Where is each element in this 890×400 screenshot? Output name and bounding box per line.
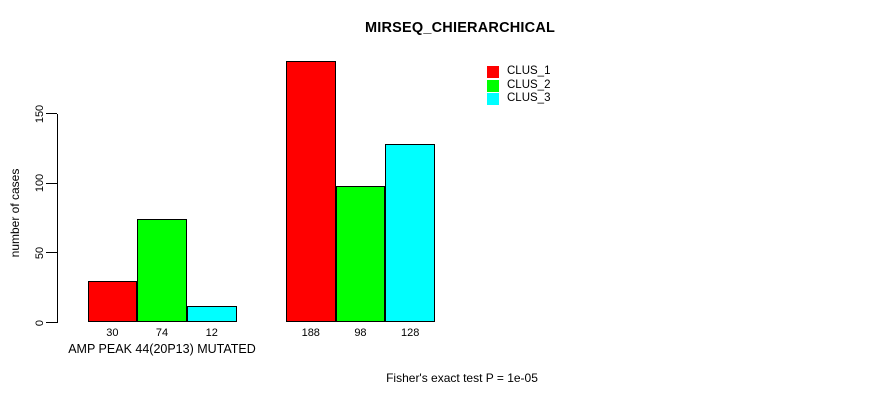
y-tick-label: 0 xyxy=(34,319,46,326)
legend-swatch-clus_2 xyxy=(487,79,499,92)
bar-value-label: 12 xyxy=(205,327,218,339)
bar-clus_2-group2 xyxy=(335,185,386,323)
y-tick-label: 150 xyxy=(34,104,46,123)
y-axis-label: number of cases xyxy=(8,168,22,258)
y-axis-line xyxy=(57,113,59,323)
x-axis-label: AMP PEAK 44(20P13) MUTATED xyxy=(68,342,256,356)
legend-label-clus_3: CLUS_3 xyxy=(507,92,551,105)
bar-clus_1-group1 xyxy=(87,280,138,323)
legend-swatch-clus_1 xyxy=(487,66,499,78)
bar-value-label: 74 xyxy=(155,327,169,339)
bar-clus_2-group1 xyxy=(137,219,187,323)
bar-clus_1-group2 xyxy=(285,60,336,323)
legend-label-clus_1: CLUS_1 xyxy=(507,65,551,77)
bar-value-label: 98 xyxy=(354,327,367,339)
annotation-text: Fisher's exact test P = 1e-05 xyxy=(386,371,538,385)
y-axis-tick xyxy=(46,112,57,115)
bar-clus_3-group1 xyxy=(186,305,237,323)
bar-value-label: 30 xyxy=(106,327,119,339)
y-axis-tick xyxy=(46,182,57,184)
bar-clus_3-group2 xyxy=(385,144,435,323)
bar-value-label: 188 xyxy=(301,327,320,339)
bar-value-label: 128 xyxy=(400,327,420,339)
y-axis-tick xyxy=(46,252,57,254)
legend-swatch-clus_3 xyxy=(487,93,499,106)
y-tick-label: 100 xyxy=(34,173,46,193)
y-tick-label: 50 xyxy=(34,246,46,259)
y-axis-tick xyxy=(46,321,57,324)
chart-title: MIRSEQ_CHIERARCHICAL xyxy=(364,20,556,36)
legend-label-clus_2: CLUS_2 xyxy=(507,78,551,91)
